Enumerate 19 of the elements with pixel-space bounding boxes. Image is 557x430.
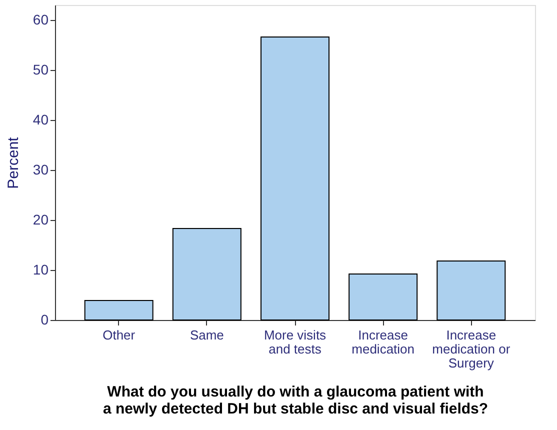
y-tick-label: 30 bbox=[32, 162, 49, 178]
y-tick-label: 10 bbox=[32, 262, 49, 278]
x-tick-label: More visits and tests bbox=[264, 328, 327, 356]
bar bbox=[436, 260, 506, 320]
bar bbox=[260, 36, 330, 320]
y-tick-label: 60 bbox=[32, 12, 49, 28]
x-tick-label: Other bbox=[102, 328, 136, 342]
y-tick-label: 20 bbox=[32, 212, 49, 228]
y-tick-label: 50 bbox=[32, 62, 49, 78]
bar bbox=[172, 228, 242, 320]
bar bbox=[348, 274, 418, 320]
bar bbox=[84, 300, 154, 320]
y-tick-label: 0 bbox=[40, 312, 49, 328]
x-tick-label: Increase medication bbox=[352, 328, 415, 356]
y-tick-label: 40 bbox=[32, 112, 49, 128]
y-axis-title: Percent bbox=[4, 136, 22, 189]
x-axis-title: What do you usually do with a glaucoma patient with a newly detected DH but stable disc and visual fields? bbox=[102, 384, 488, 418]
x-tick-label: Same bbox=[190, 328, 224, 342]
x-tick-label: Increase medication or Surgery bbox=[432, 328, 511, 370]
